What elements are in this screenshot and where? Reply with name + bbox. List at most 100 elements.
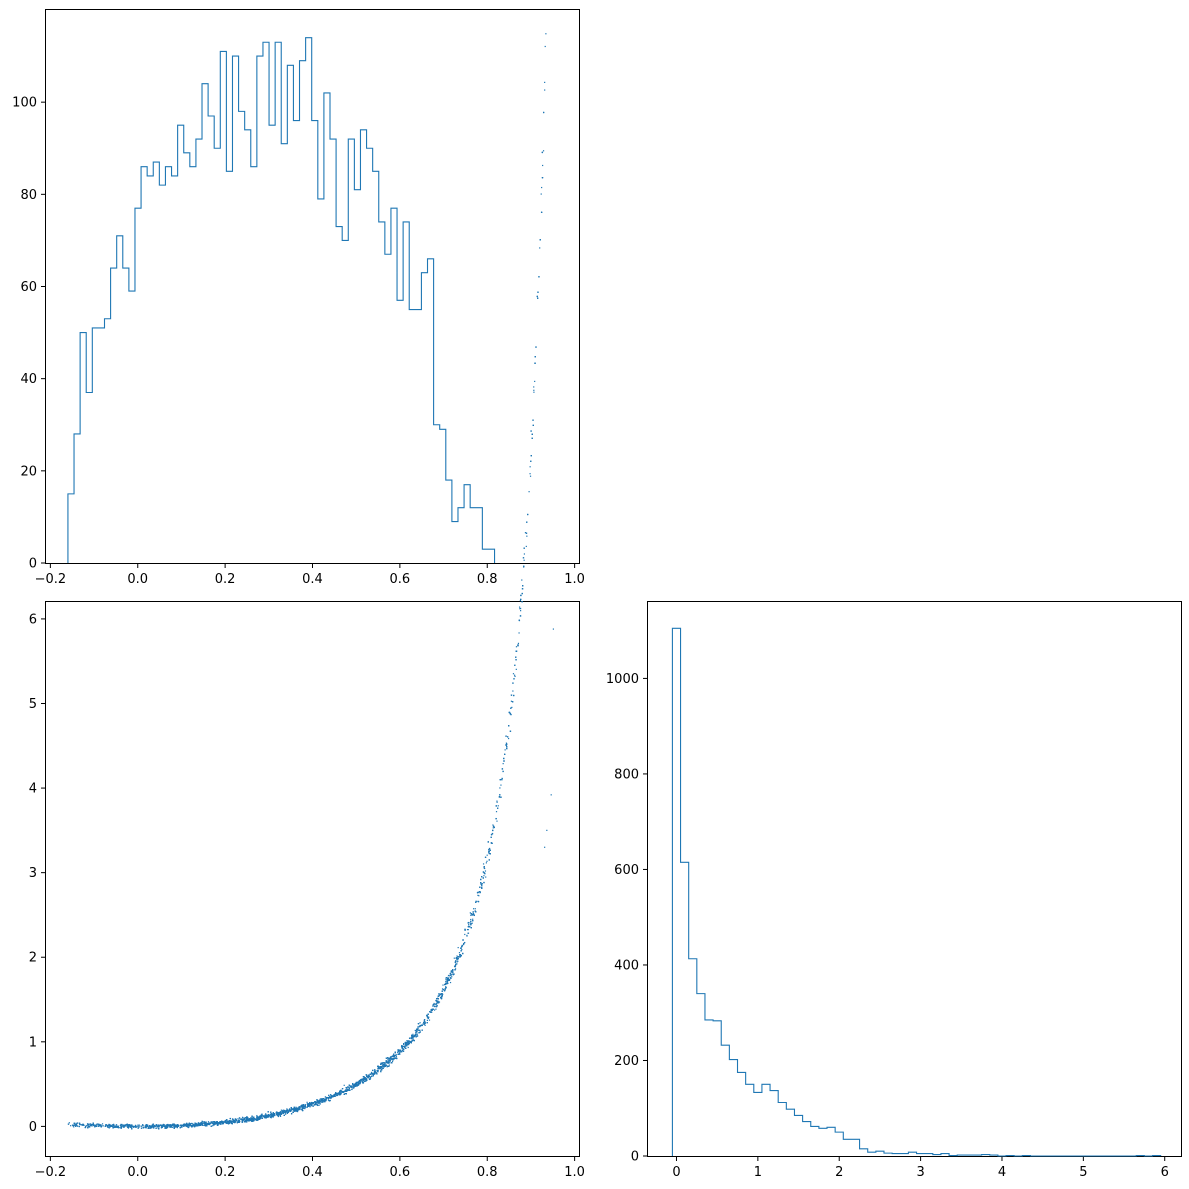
- scatter-point: [265, 1117, 267, 1119]
- scatter-point: [354, 1084, 356, 1086]
- scatter-point: [492, 827, 494, 829]
- scatter-point: [378, 1067, 381, 1070]
- scatter-point: [500, 796, 502, 798]
- scatter-point: [81, 1124, 84, 1126]
- scatter-point: [417, 1025, 419, 1028]
- scatter-point: [295, 1110, 297, 1113]
- scatter-point: [304, 1106, 306, 1108]
- scatter-point: [249, 1119, 251, 1121]
- scatter-point: [212, 1121, 214, 1123]
- scatter-point: [308, 1104, 311, 1107]
- scatter-point: [426, 1015, 429, 1018]
- scatter-point: [163, 1124, 165, 1126]
- scatter-point: [385, 1060, 387, 1062]
- scatter-point: [169, 1126, 171, 1128]
- scatter-point: [285, 1113, 287, 1115]
- scatter-point: [457, 958, 459, 960]
- scatter-point: [68, 1122, 70, 1124]
- scatter-point: [154, 1124, 156, 1126]
- scatter-point: [198, 1123, 200, 1125]
- scatter-point: [108, 1125, 111, 1127]
- scatter-point: [246, 1121, 248, 1123]
- scatter-point: [100, 1124, 102, 1126]
- scatter-point: [146, 1125, 148, 1128]
- scatter-point: [362, 1078, 364, 1080]
- scatter-point: [235, 1119, 237, 1121]
- scatter-point: [495, 811, 498, 813]
- scatter-point: [481, 885, 483, 887]
- scatter-point: [390, 1055, 392, 1058]
- scatter-point: [221, 1120, 223, 1122]
- scatter-point: [294, 1110, 297, 1112]
- bottom-left-x-tick-label: 0.2: [215, 1165, 236, 1180]
- bottom-left-x-tick-label: 0.0: [127, 1165, 148, 1180]
- scatter-point: [520, 610, 522, 612]
- scatter-point: [218, 1122, 220, 1125]
- scatter-point: [74, 1124, 76, 1126]
- scatter-point: [347, 1086, 349, 1088]
- scatter-point: [203, 1122, 205, 1124]
- scatter-point: [261, 1115, 263, 1117]
- scatter-point: [213, 1121, 215, 1123]
- scatter-point: [292, 1108, 294, 1110]
- scatter-point: [277, 1113, 279, 1116]
- scatter-point: [517, 644, 519, 646]
- scatter-point: [277, 1115, 279, 1117]
- scatter-point: [212, 1125, 214, 1127]
- scatter-point: [352, 1085, 354, 1088]
- scatter-point: [301, 1108, 304, 1110]
- scatter-point: [313, 1104, 315, 1106]
- scatter-point: [346, 1088, 348, 1090]
- scatter-point: [104, 1125, 106, 1127]
- top-left-y-tick-label: 100: [12, 96, 37, 111]
- scatter-point: [257, 1116, 259, 1118]
- scatter-point: [82, 1123, 84, 1126]
- scatter-point: [420, 1024, 422, 1027]
- scatter-point: [355, 1083, 357, 1085]
- scatter-point: [334, 1095, 337, 1097]
- scatter-point: [242, 1118, 245, 1120]
- scatter-point: [241, 1116, 244, 1118]
- bottom-left-x-tick-label: 0.4: [302, 1165, 323, 1180]
- scatter-point: [411, 1036, 414, 1038]
- scatter-point: [496, 800, 498, 802]
- scatter-point: [314, 1103, 316, 1105]
- scatter-point: [267, 1115, 269, 1117]
- scatter-point: [190, 1122, 192, 1125]
- scatter-point: [256, 1118, 258, 1121]
- scatter-point: [377, 1070, 379, 1072]
- scatter-point: [194, 1124, 196, 1127]
- scatter-point: [125, 1125, 127, 1127]
- scatter-point: [448, 979, 451, 981]
- scatter-point: [510, 700, 513, 702]
- scatter-point: [193, 1124, 195, 1126]
- scatter-point: [508, 725, 510, 727]
- scatter-point: [334, 1093, 336, 1095]
- scatter-point: [367, 1075, 369, 1077]
- scatter-point: [417, 1029, 420, 1031]
- scatter-point: [322, 1098, 324, 1100]
- scatter-point: [92, 1122, 94, 1124]
- scatter-point: [358, 1081, 360, 1083]
- scatter-point: [451, 976, 453, 978]
- scatter-point: [518, 632, 520, 634]
- scatter-point: [369, 1073, 371, 1075]
- scatter-point: [327, 1099, 330, 1101]
- scatter-point: [527, 513, 529, 516]
- scatter-point: [387, 1061, 389, 1063]
- scatter-point: [446, 981, 448, 983]
- scatter-point: [226, 1121, 228, 1123]
- scatter-point: [435, 1003, 438, 1005]
- scatter-point: [85, 1124, 87, 1127]
- scatter-point: [364, 1078, 366, 1081]
- scatter-point: [166, 1126, 169, 1128]
- scatter-point: [277, 1111, 279, 1114]
- scatter-point: [502, 763, 504, 765]
- scatter-point: [241, 1120, 243, 1122]
- scatter-point: [183, 1123, 185, 1125]
- scatter-point: [246, 1118, 248, 1120]
- scatter-point: [391, 1055, 394, 1057]
- scatter-point: [321, 1098, 323, 1100]
- scatter-point: [267, 1111, 269, 1113]
- scatter-point: [194, 1125, 196, 1128]
